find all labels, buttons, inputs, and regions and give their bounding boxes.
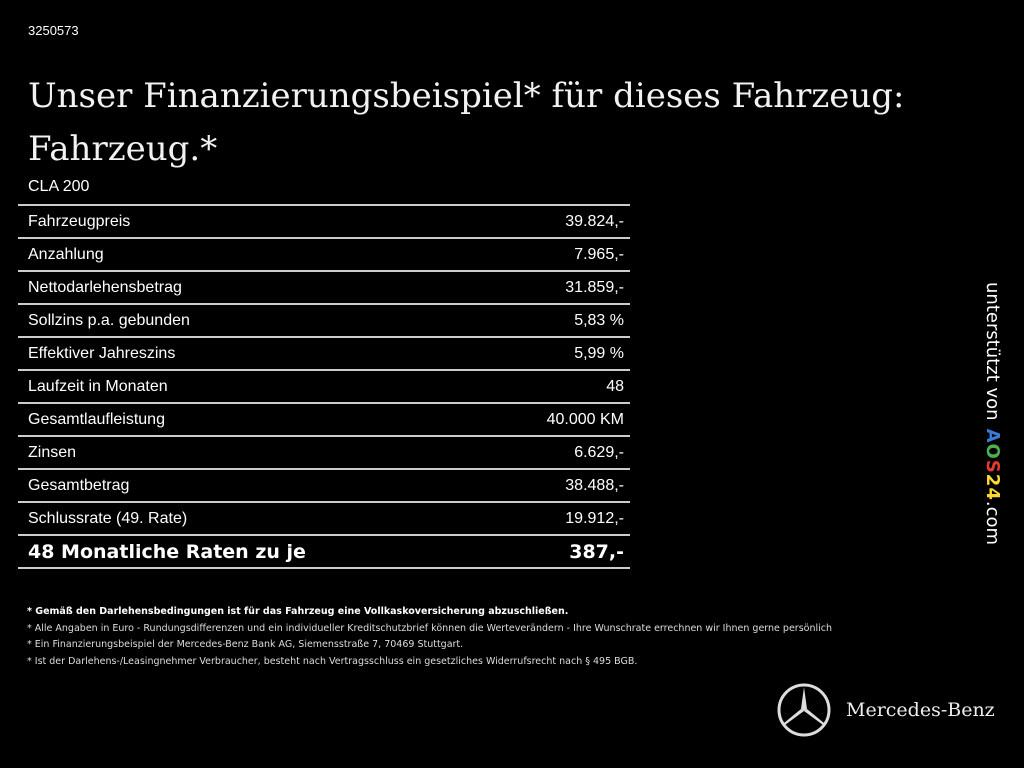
table-row: Nettodarlehensbetrag 31.859,- xyxy=(18,272,630,305)
row-value: 387,- xyxy=(569,540,624,563)
table-row: Fahrzeugpreis 39.824,- xyxy=(18,206,630,239)
table-row: Gesamtlaufleistung 40.000 KM xyxy=(18,404,630,437)
listing-code: 3250573 xyxy=(28,23,79,38)
brand-letter: O xyxy=(982,443,1003,460)
financing-table: Fahrzeugpreis 39.824,- Anzahlung 7.965,- Net… xyxy=(18,204,630,569)
row-label: Schlussrate (49. Rate) xyxy=(28,509,188,527)
footnotes: * Gemäß den Darlehensbedingungen ist für… xyxy=(27,604,832,670)
table-row: Gesamtbetrag 38.488,- xyxy=(18,470,630,503)
title-line-2: Fahrzeug.* xyxy=(28,129,218,169)
row-label: Gesamtbetrag xyxy=(28,476,130,494)
footnote: * Gemäß den Darlehensbedingungen ist für… xyxy=(27,606,569,617)
table-row: Effektiver Jahreszins 5,99 % xyxy=(18,338,630,371)
table-row: Anzahlung 7.965,- xyxy=(18,239,630,272)
footnote: * Alle Angaben in Euro - Rundungsdiffere… xyxy=(27,622,832,634)
row-value: 31.859,- xyxy=(565,278,624,296)
table-row: Laufzeit in Monaten 48 xyxy=(18,371,630,404)
row-value: 5,99 % xyxy=(574,344,624,362)
supported-by-label: unterstützt von xyxy=(982,282,1003,421)
row-value: 7.965,- xyxy=(574,245,624,263)
row-value: 6.629,- xyxy=(574,443,624,461)
row-value: 19.912,- xyxy=(565,509,624,527)
aos24-brand: AOS24 xyxy=(982,429,1003,501)
row-value: 38.488,- xyxy=(565,476,624,494)
table-row: Sollzins p.a. gebunden 5,83 % xyxy=(18,305,630,338)
footnote: * Ein Finanzierungsbeispiel der Mercedes… xyxy=(27,639,464,650)
row-label: Laufzeit in Monaten xyxy=(28,377,168,395)
brand-letter: S xyxy=(982,459,1003,474)
brand-name: Mercedes-Benz xyxy=(846,699,995,721)
row-label: Anzahlung xyxy=(28,245,104,263)
row-value: 39.824,- xyxy=(565,212,624,230)
row-label: 48 Monatliche Raten zu je xyxy=(28,540,306,563)
brand-letter: A xyxy=(982,428,1003,444)
row-value: 40.000 KM xyxy=(546,410,624,428)
row-label: Nettodarlehensbetrag xyxy=(28,278,182,296)
model-name: CLA 200 xyxy=(28,178,90,195)
total-row: 48 Monatliche Raten zu je 387,- xyxy=(18,536,630,569)
brand-domain: .com xyxy=(982,500,1003,546)
title-line-1: Unser Finanzierungsbeispiel* für dieses … xyxy=(28,76,905,116)
table-row: Zinsen 6.629,- xyxy=(18,437,630,470)
mercedes-benz-logo: Mercedes-Benz xyxy=(776,682,995,738)
row-value: 48 xyxy=(606,377,624,395)
row-label: Zinsen xyxy=(28,443,77,461)
row-label: Fahrzeugpreis xyxy=(28,212,131,230)
row-label: Gesamtlaufleistung xyxy=(28,410,165,428)
row-label: Effektiver Jahreszins xyxy=(28,344,176,362)
page-title: Unser Finanzierungsbeispiel* für dieses … xyxy=(28,70,905,176)
supported-by-text: unterstützt von AOS24.com xyxy=(982,282,1003,545)
footnote: * Ist der Darlehens-/Leasingnehmer Verbr… xyxy=(27,655,638,667)
brand-letter: 2 xyxy=(982,473,1003,488)
brand-letter: 4 xyxy=(982,487,1003,501)
table-row: Schlussrate (49. Rate) 19.912,- xyxy=(18,503,630,536)
row-label: Sollzins p.a. gebunden xyxy=(28,311,190,329)
mercedes-star-icon xyxy=(777,683,831,737)
row-value: 5,83 % xyxy=(574,311,624,329)
